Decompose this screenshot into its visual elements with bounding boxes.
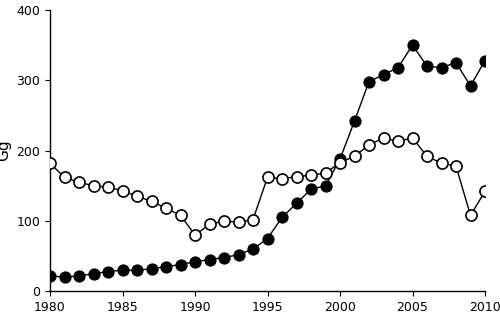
Y-axis label: Gg: Gg xyxy=(0,140,11,162)
